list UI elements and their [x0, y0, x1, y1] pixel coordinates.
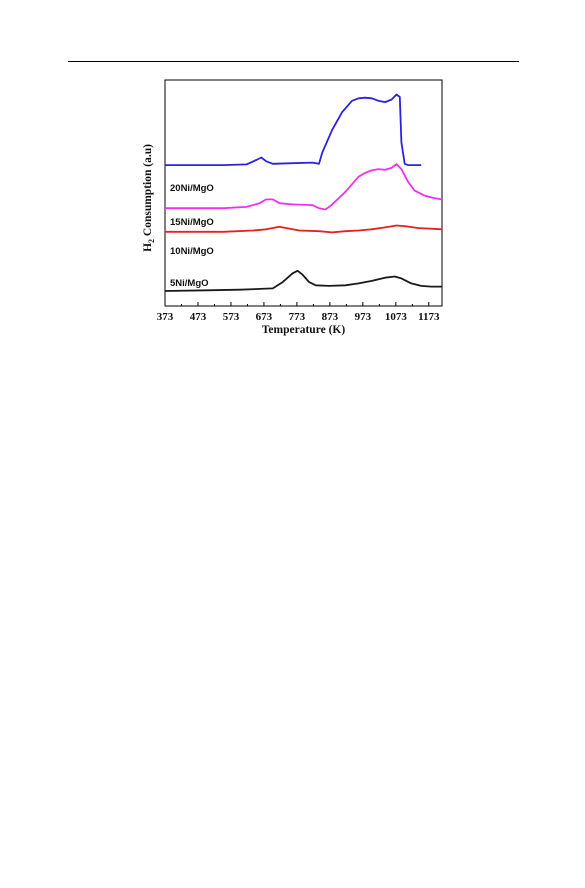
x-tick-label: 573	[223, 311, 240, 323]
series-label-20ni-mgo: 20Ni/MgO	[170, 183, 214, 194]
y-axis-title: H2 Consumption (a.u)	[142, 144, 156, 252]
x-tick-label: 973	[355, 311, 372, 323]
series-labels: 20Ni/MgO 15Ni/MgO 10Ni/MgO 5Ni/MgO	[170, 183, 214, 289]
x-tick-label: 473	[190, 311, 207, 323]
plot-frame	[164, 79, 443, 307]
x-tick-label: 1173	[418, 311, 440, 323]
series-line-5ni-mgo	[164, 269, 442, 292]
header-rule	[68, 61, 519, 62]
y-axis-title-rest: Consumption (a.u)	[142, 144, 154, 239]
x-tick-label: 373	[157, 311, 174, 323]
y-axis-title-subscript: 2	[147, 239, 156, 243]
x-tick-label: 773	[289, 311, 306, 323]
series-line-15ni-mgo	[165, 163, 443, 211]
series-line-20ni-mgo	[165, 93, 422, 166]
x-tick-label: 873	[322, 311, 339, 323]
series-label-5ni-mgo: 5Ni/MgO	[170, 278, 209, 289]
series-group	[164, 93, 443, 292]
series-label-15ni-mgo: 15Ni/MgO	[170, 217, 214, 228]
series-line-10ni-mgo	[165, 224, 443, 234]
x-tick-label: 1073	[385, 311, 408, 323]
series-label-10ni-mgo: 10Ni/MgO	[170, 246, 214, 257]
x-tick-label: 673	[256, 311, 273, 323]
x-axis-ticks: 373 473 573 673 773 873 973 1073 1173	[157, 302, 440, 323]
x-axis-title: Temperature (K)	[262, 324, 346, 336]
y-axis-title-main: H	[142, 243, 154, 252]
